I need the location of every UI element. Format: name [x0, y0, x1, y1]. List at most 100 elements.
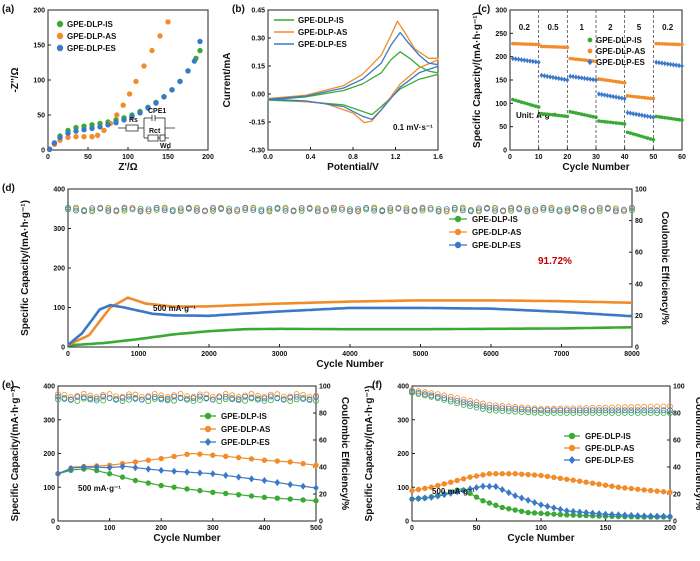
data-point	[371, 205, 378, 212]
data-point	[105, 205, 112, 211]
data-point	[662, 42, 667, 46]
legend-label: GPE-DLP-AS	[67, 32, 117, 41]
data-point	[662, 60, 667, 67]
data-point	[542, 112, 547, 116]
y-tick-label: 150	[33, 43, 45, 50]
data-point	[347, 208, 353, 215]
x-axis-title: Cycle Number	[153, 533, 220, 544]
data-point	[609, 510, 615, 519]
data-point	[539, 44, 544, 49]
data-point	[665, 116, 670, 120]
y2-tick-label: 80	[673, 411, 681, 418]
legend-label: GPE-DLP-IS	[596, 36, 642, 45]
data-point	[126, 396, 132, 403]
data-point	[596, 404, 602, 411]
data-point	[158, 392, 165, 399]
data-point	[519, 42, 524, 46]
data-point	[511, 97, 515, 102]
data-point	[435, 482, 441, 489]
data-point	[499, 403, 506, 409]
data-point	[126, 391, 132, 398]
data-point	[486, 500, 493, 506]
data-point	[210, 208, 216, 214]
data-point	[133, 78, 139, 85]
series-IS	[409, 389, 673, 520]
data-point	[46, 146, 53, 152]
y-tick-label: 300	[53, 226, 65, 233]
data-point	[538, 472, 544, 479]
data-point	[671, 62, 676, 68]
data-point	[119, 395, 126, 401]
data-point	[347, 206, 353, 213]
series-ES	[65, 204, 635, 347]
data-point	[525, 509, 531, 516]
y-tick-label: -0.15	[249, 120, 265, 127]
data-point	[589, 509, 596, 517]
data-point	[680, 42, 684, 47]
data-point	[617, 121, 621, 126]
data-point	[274, 395, 281, 402]
data-point	[539, 72, 544, 79]
data-point	[486, 482, 493, 490]
data-point	[629, 204, 635, 211]
panel-a: 0 50 100 150 200 0 50 100 150 200 Z'/Ω -Z''/Ω (a) GPE…	[2, 4, 214, 173]
series-ES	[510, 55, 684, 121]
legend-item-IS: GPE-DLP-IS	[587, 36, 642, 45]
panel-label: (c)	[478, 4, 490, 15]
data-point	[641, 403, 648, 410]
data-point	[671, 117, 676, 121]
data-point	[184, 451, 190, 458]
data-point	[580, 208, 587, 214]
data-point	[447, 393, 454, 400]
data-point	[668, 61, 673, 68]
data-point	[568, 455, 576, 465]
data-point	[674, 42, 679, 47]
data-point	[536, 105, 541, 109]
x-tick-label: 100	[122, 154, 134, 161]
legend-item-AS: GPE-DLP-AS	[274, 28, 348, 37]
data-point	[524, 205, 531, 212]
data-point	[531, 472, 538, 478]
data-point	[628, 110, 633, 116]
data-point	[621, 410, 628, 416]
y-tick-label: 0.30	[251, 36, 265, 43]
data-point	[516, 56, 521, 63]
y-tick-label: 100	[43, 485, 55, 492]
y-tick-label: 300	[43, 417, 55, 424]
data-point	[65, 130, 71, 136]
data-point	[387, 205, 394, 211]
data-point	[419, 207, 426, 214]
data-point	[621, 404, 628, 411]
x-axis-title: Potential/V	[327, 162, 379, 173]
data-point	[196, 391, 203, 398]
data-point	[473, 473, 480, 479]
legend-label: GPE-DLP-AS	[596, 47, 646, 56]
data-point	[222, 393, 229, 400]
data-point	[580, 206, 587, 213]
data-point	[583, 509, 589, 517]
data-point	[668, 116, 673, 121]
data-point	[660, 60, 664, 66]
data-point	[551, 45, 555, 49]
rate-label: 5	[637, 23, 642, 32]
data-point	[525, 42, 529, 46]
data-point	[65, 206, 71, 213]
y2-tick-label: 60	[673, 438, 681, 445]
data-point	[677, 117, 681, 122]
data-point	[113, 119, 119, 126]
data-point	[113, 207, 120, 214]
circuit-warburg	[159, 134, 166, 142]
data-point	[119, 474, 126, 480]
data-point	[204, 412, 212, 420]
data-point	[280, 396, 287, 403]
data-point	[330, 204, 337, 211]
data-point	[121, 117, 127, 123]
data-point	[169, 208, 176, 215]
data-point	[622, 485, 628, 491]
data-point	[194, 206, 200, 213]
data-point	[106, 464, 113, 472]
data-point	[602, 510, 609, 518]
y2-axis-title: Coulombic Efficiency/%	[659, 211, 670, 324]
data-point	[441, 395, 448, 402]
data-point	[454, 477, 460, 484]
